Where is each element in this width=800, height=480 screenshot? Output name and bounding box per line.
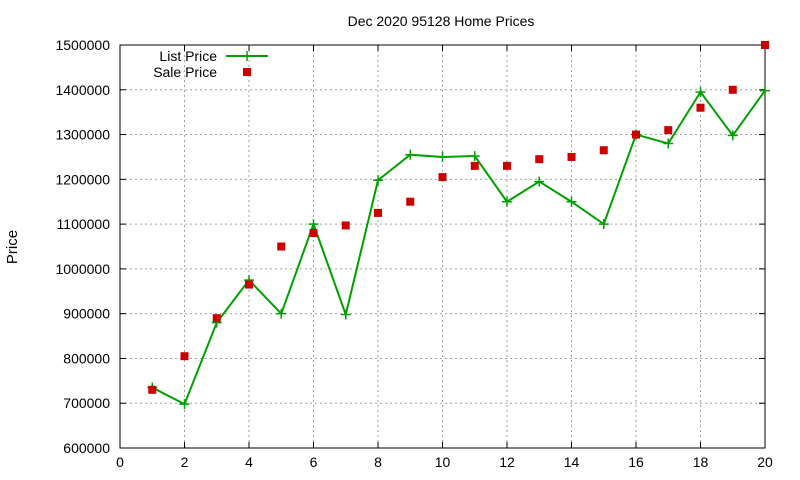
y-axis-label: Price	[4, 230, 21, 264]
y-tick-label: 1300000	[55, 127, 110, 143]
x-tick-label: 8	[374, 454, 382, 470]
x-tick-label: 6	[310, 454, 318, 470]
x-tick-label: 16	[628, 454, 644, 470]
list-price-point	[340, 309, 351, 320]
list-price-line	[151, 90, 766, 406]
y-tick-label: 1100000	[57, 216, 111, 232]
sale-price-point	[406, 197, 415, 206]
list-price-point	[534, 176, 545, 187]
sale-price-point	[309, 229, 318, 238]
list-price-point	[179, 399, 190, 410]
list-price-point	[566, 196, 577, 207]
x-tick-label: 12	[499, 454, 515, 470]
chart-title: Dec 2020 95128 Home Prices	[348, 13, 535, 29]
legend-label: List Price	[159, 48, 217, 64]
y-tick-label: 700000	[63, 395, 110, 411]
list-price-point	[276, 308, 287, 319]
y-tick-label: 900000	[63, 306, 110, 322]
sale-price-point	[470, 161, 479, 170]
x-tick-label: 20	[757, 454, 773, 470]
x-tick-label: 4	[245, 454, 253, 470]
list-price-point	[663, 138, 674, 149]
grid	[120, 45, 765, 448]
y-tick-label: 1500000	[55, 37, 110, 53]
list-price-point	[308, 219, 319, 230]
sale-price-point	[212, 314, 221, 323]
x-tick-label: 2	[181, 454, 189, 470]
list-price-point	[405, 149, 416, 160]
list-price-point	[695, 87, 706, 98]
list-price-point	[727, 130, 738, 141]
y-tick-label: 800000	[63, 350, 110, 366]
axes: 0 2 4 6 8 10 12 14 16 18 20 600000 700000 800000 90000…	[55, 37, 773, 470]
sale-price-point	[599, 146, 608, 155]
sale-price-point	[180, 352, 189, 361]
list-price-point	[437, 151, 448, 162]
sale-price-point	[374, 208, 382, 217]
legend-label: Sale Price	[153, 64, 217, 80]
sale-price-point	[632, 130, 640, 139]
y-tick-label: 1400000	[55, 82, 110, 98]
list-price-point	[469, 151, 480, 162]
list-price-point	[502, 196, 512, 207]
x-tick-label: 10	[435, 454, 451, 470]
sale-price-point	[341, 221, 350, 230]
sale-price-point	[503, 161, 511, 170]
sale-price-point	[567, 152, 576, 161]
series-layer	[147, 41, 770, 410]
x-tick-label: 0	[116, 454, 124, 470]
x-tick-label: 18	[693, 454, 709, 470]
list-price-point	[760, 85, 770, 96]
sale-price-point	[696, 103, 705, 112]
sale-price-point	[245, 280, 253, 289]
list-price-point	[242, 51, 252, 61]
legend-marker-sample	[243, 68, 251, 76]
sale-price-point	[664, 126, 673, 135]
sale-price-point	[728, 85, 737, 94]
y-tick-label: 600000	[63, 440, 110, 456]
sale-price-point	[535, 155, 544, 164]
sale-price-point	[761, 41, 769, 49]
sale-price-point	[438, 173, 447, 182]
y-tick-label: 1000000	[55, 261, 110, 277]
sale-price-point	[148, 385, 157, 394]
x-tick-label: 14	[564, 454, 580, 470]
list-price-point	[598, 219, 609, 230]
y-tick-label: 1200000	[55, 171, 110, 187]
list-price-point	[373, 175, 383, 186]
sale-price-point	[277, 242, 286, 251]
